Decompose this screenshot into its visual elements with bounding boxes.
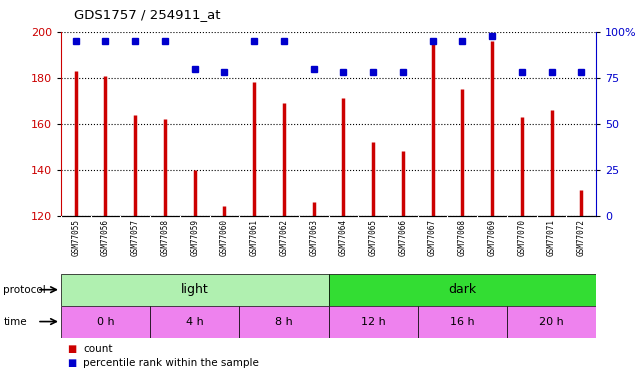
Bar — [239, 306, 328, 338]
Text: GSM77070: GSM77070 — [517, 219, 526, 255]
Text: dark: dark — [448, 283, 476, 296]
Text: 20 h: 20 h — [539, 316, 564, 327]
Text: percentile rank within the sample: percentile rank within the sample — [83, 358, 259, 368]
Bar — [150, 306, 239, 338]
Bar — [418, 306, 507, 338]
Text: GSM77072: GSM77072 — [577, 219, 586, 255]
Bar — [507, 306, 596, 338]
Text: time: time — [3, 316, 27, 327]
Text: count: count — [83, 344, 113, 354]
Text: 16 h: 16 h — [450, 316, 474, 327]
Text: GSM77058: GSM77058 — [160, 219, 169, 255]
Text: GSM77060: GSM77060 — [220, 219, 229, 255]
Text: GSM77059: GSM77059 — [190, 219, 199, 255]
Text: 4 h: 4 h — [186, 316, 204, 327]
Text: GSM77068: GSM77068 — [458, 219, 467, 255]
Bar — [61, 306, 150, 338]
Text: GSM77057: GSM77057 — [131, 219, 140, 255]
Text: 8 h: 8 h — [275, 316, 293, 327]
Text: GSM77066: GSM77066 — [398, 219, 407, 255]
Text: GSM77065: GSM77065 — [369, 219, 378, 255]
Text: GSM77055: GSM77055 — [71, 219, 80, 255]
Text: GSM77064: GSM77064 — [339, 219, 348, 255]
Text: GSM77062: GSM77062 — [279, 219, 288, 255]
Text: 12 h: 12 h — [361, 316, 385, 327]
Text: GSM77067: GSM77067 — [428, 219, 437, 255]
Text: ■: ■ — [67, 358, 76, 368]
Text: GDS1757 / 254911_at: GDS1757 / 254911_at — [74, 8, 221, 21]
Text: light: light — [181, 283, 208, 296]
Text: GSM77061: GSM77061 — [250, 219, 259, 255]
Text: GSM77056: GSM77056 — [101, 219, 110, 255]
Text: GSM77071: GSM77071 — [547, 219, 556, 255]
Bar — [328, 306, 418, 338]
Text: ■: ■ — [67, 344, 76, 354]
Text: GSM77069: GSM77069 — [488, 219, 497, 255]
Bar — [328, 274, 596, 306]
Bar — [61, 274, 328, 306]
Text: protocol: protocol — [3, 285, 46, 295]
Text: 0 h: 0 h — [97, 316, 114, 327]
Text: GSM77063: GSM77063 — [309, 219, 318, 255]
